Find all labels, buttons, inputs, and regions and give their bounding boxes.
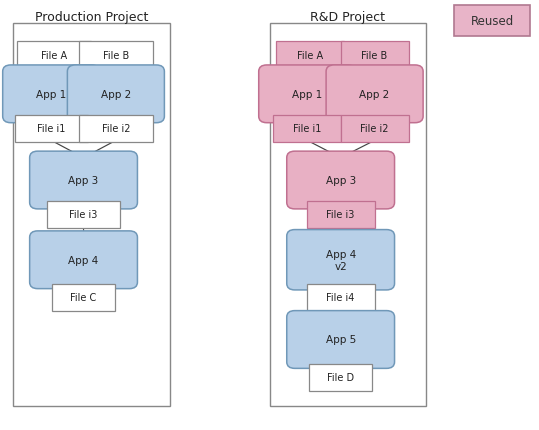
FancyBboxPatch shape bbox=[259, 66, 356, 123]
Text: File i2: File i2 bbox=[102, 124, 130, 134]
FancyBboxPatch shape bbox=[15, 116, 88, 142]
FancyBboxPatch shape bbox=[52, 284, 115, 311]
FancyBboxPatch shape bbox=[30, 231, 137, 289]
Text: File B: File B bbox=[103, 51, 129, 61]
Text: App 5: App 5 bbox=[326, 335, 356, 345]
FancyBboxPatch shape bbox=[47, 202, 120, 228]
Text: File i3: File i3 bbox=[70, 210, 98, 220]
FancyBboxPatch shape bbox=[287, 311, 395, 369]
Text: File i2: File i2 bbox=[361, 124, 389, 134]
Text: File i1: File i1 bbox=[37, 124, 65, 134]
FancyBboxPatch shape bbox=[307, 202, 375, 228]
Text: App 3: App 3 bbox=[68, 175, 99, 186]
Text: App 2: App 2 bbox=[101, 89, 131, 100]
FancyBboxPatch shape bbox=[326, 66, 423, 123]
Text: App 3: App 3 bbox=[326, 175, 356, 186]
Text: File B: File B bbox=[362, 51, 388, 61]
FancyBboxPatch shape bbox=[287, 152, 395, 209]
FancyBboxPatch shape bbox=[341, 42, 409, 70]
Text: File i3: File i3 bbox=[327, 210, 355, 220]
FancyBboxPatch shape bbox=[273, 116, 341, 142]
Text: File C: File C bbox=[71, 292, 96, 303]
FancyBboxPatch shape bbox=[309, 364, 372, 391]
Text: App 4: App 4 bbox=[68, 255, 99, 265]
FancyBboxPatch shape bbox=[67, 66, 164, 123]
Text: File i4: File i4 bbox=[327, 292, 355, 303]
Text: App 1: App 1 bbox=[292, 89, 322, 100]
FancyBboxPatch shape bbox=[79, 42, 153, 70]
Text: App 1: App 1 bbox=[36, 89, 66, 100]
Text: App 4
v2: App 4 v2 bbox=[326, 249, 356, 271]
FancyBboxPatch shape bbox=[79, 116, 153, 142]
FancyBboxPatch shape bbox=[276, 42, 344, 70]
FancyBboxPatch shape bbox=[307, 284, 375, 311]
Text: App 2: App 2 bbox=[360, 89, 390, 100]
Text: File i1: File i1 bbox=[293, 124, 321, 134]
FancyBboxPatch shape bbox=[454, 6, 530, 37]
FancyBboxPatch shape bbox=[341, 116, 409, 142]
Text: File A: File A bbox=[297, 51, 323, 61]
FancyBboxPatch shape bbox=[287, 230, 395, 290]
Text: File A: File A bbox=[41, 51, 67, 61]
Text: R&D Project: R&D Project bbox=[310, 11, 385, 24]
FancyBboxPatch shape bbox=[17, 42, 91, 70]
Text: Reused: Reused bbox=[471, 15, 514, 28]
FancyBboxPatch shape bbox=[3, 66, 100, 123]
FancyBboxPatch shape bbox=[30, 152, 137, 209]
Text: File D: File D bbox=[327, 372, 354, 383]
Text: Production Project: Production Project bbox=[35, 11, 148, 24]
